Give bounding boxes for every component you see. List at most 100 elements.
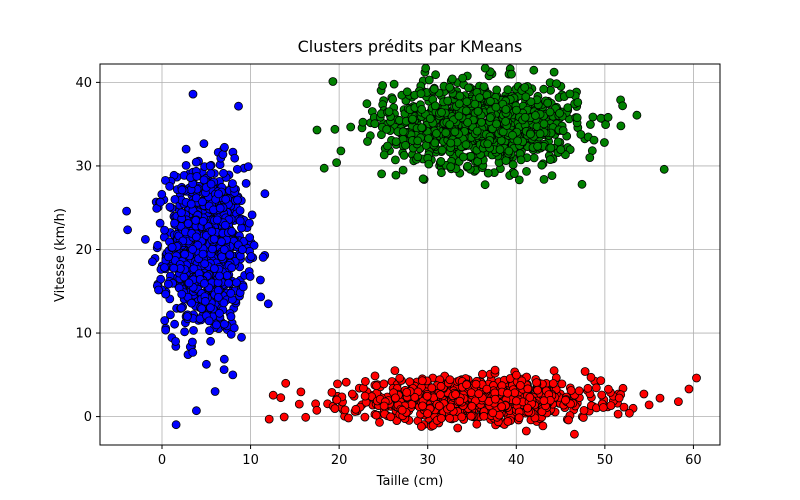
data-point xyxy=(170,194,180,204)
data-point xyxy=(466,388,476,398)
data-point xyxy=(183,219,193,229)
data-point xyxy=(596,113,606,123)
data-point xyxy=(429,84,439,94)
data-point xyxy=(482,384,492,394)
data-point xyxy=(659,164,669,174)
data-point xyxy=(201,359,211,369)
data-point xyxy=(446,402,456,412)
data-point xyxy=(467,401,477,411)
data-point xyxy=(485,113,495,122)
data-point xyxy=(384,107,394,116)
data-point xyxy=(140,234,150,244)
data-point xyxy=(425,114,435,123)
data-point xyxy=(417,376,427,386)
series-0 xyxy=(122,89,273,430)
data-point xyxy=(213,292,223,302)
data-point xyxy=(479,82,489,91)
data-point xyxy=(180,249,190,259)
data-point xyxy=(220,220,230,230)
data-point xyxy=(503,417,513,426)
data-point xyxy=(391,170,401,180)
data-point xyxy=(382,124,392,134)
data-point xyxy=(360,412,370,422)
data-point xyxy=(417,105,427,114)
data-point xyxy=(684,384,694,394)
data-point xyxy=(606,401,616,411)
data-point xyxy=(246,252,256,261)
data-point xyxy=(165,181,175,191)
data-point xyxy=(510,169,519,179)
data-point xyxy=(522,166,531,176)
data-point xyxy=(245,233,255,242)
data-point xyxy=(477,369,487,379)
data-point xyxy=(215,203,225,213)
data-point xyxy=(523,384,533,394)
data-point xyxy=(596,376,606,386)
data-point xyxy=(184,278,194,288)
data-point xyxy=(165,202,175,212)
data-point xyxy=(330,404,340,414)
data-point xyxy=(232,164,242,174)
data-point xyxy=(563,103,573,112)
data-point xyxy=(539,396,549,406)
data-point xyxy=(395,373,405,383)
data-point xyxy=(529,153,539,163)
data-point xyxy=(692,373,701,383)
data-point xyxy=(458,152,468,162)
data-point xyxy=(205,326,214,336)
data-point xyxy=(464,83,473,93)
data-point xyxy=(219,365,229,375)
data-point xyxy=(332,158,342,168)
data-point xyxy=(255,275,265,285)
data-point xyxy=(546,143,556,153)
data-point xyxy=(473,106,483,116)
data-point xyxy=(208,244,217,254)
x-tick-label: 10 xyxy=(242,453,259,468)
data-point xyxy=(445,82,455,92)
data-point xyxy=(227,227,237,236)
data-point xyxy=(243,162,253,172)
data-point xyxy=(552,79,561,88)
data-point xyxy=(463,161,473,171)
data-point xyxy=(632,110,642,120)
data-point xyxy=(574,386,584,396)
data-point xyxy=(471,379,481,389)
data-point xyxy=(204,316,214,326)
data-point xyxy=(221,194,231,204)
data-point xyxy=(445,375,455,385)
data-point xyxy=(614,393,624,403)
data-point xyxy=(455,91,465,101)
data-point xyxy=(539,174,549,184)
data-point xyxy=(249,240,259,250)
data-point xyxy=(200,259,210,269)
y-tick-label: 10 xyxy=(75,327,92,342)
data-point xyxy=(434,401,444,411)
data-point xyxy=(218,150,228,159)
data-point xyxy=(490,365,500,375)
data-point xyxy=(402,387,412,397)
data-point xyxy=(600,138,609,147)
data-point xyxy=(483,139,493,149)
data-point xyxy=(389,79,399,89)
data-point xyxy=(535,129,545,139)
data-point xyxy=(591,383,601,393)
data-point xyxy=(504,146,514,156)
data-point xyxy=(424,159,434,169)
data-point xyxy=(480,63,490,73)
data-point xyxy=(475,93,485,103)
data-point xyxy=(543,98,553,108)
data-point xyxy=(191,406,201,416)
data-point xyxy=(532,378,541,388)
data-point xyxy=(347,389,357,399)
data-point xyxy=(363,137,372,146)
data-point xyxy=(188,244,198,254)
data-point xyxy=(360,391,370,401)
x-tick-label: 60 xyxy=(685,453,702,468)
data-point xyxy=(219,298,229,308)
data-point xyxy=(533,141,542,151)
data-point xyxy=(237,245,247,255)
data-point xyxy=(477,117,486,127)
data-point xyxy=(170,319,180,329)
data-point xyxy=(388,95,398,104)
data-point xyxy=(513,136,522,146)
